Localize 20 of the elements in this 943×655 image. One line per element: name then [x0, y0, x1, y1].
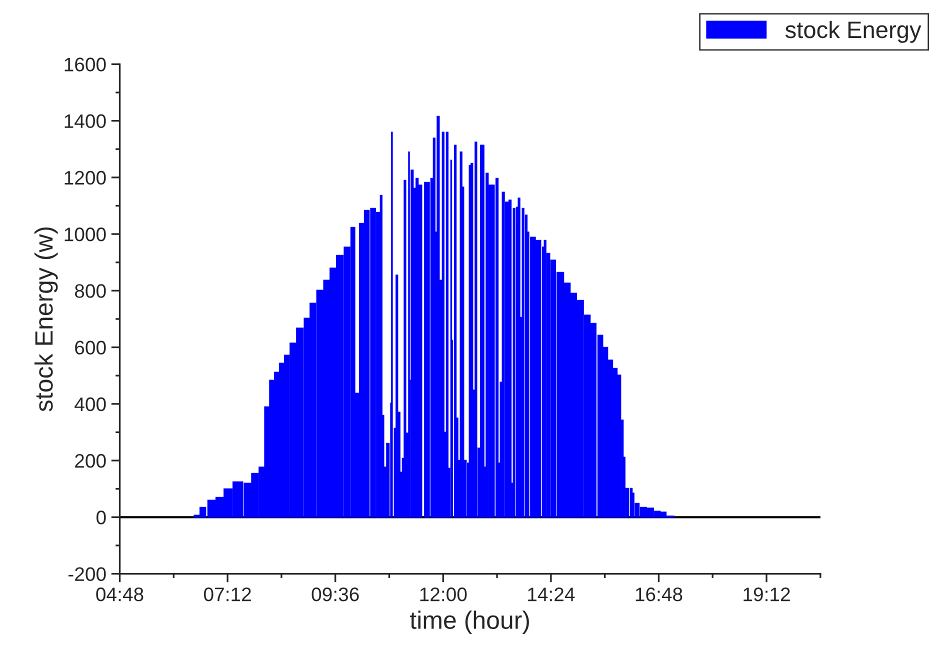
y-tick-label: -200 [68, 567, 106, 582]
y-tick-label: 800 [74, 284, 106, 298]
y-tick-label: 0 [96, 510, 106, 524]
y-tick-label: 200 [75, 454, 106, 468]
y-tick-label: 600 [75, 340, 106, 355]
y-tick-label: 1200 [64, 170, 106, 185]
x-tick-label: 12:00 [420, 587, 467, 602]
x-tick-label: 07:12 [204, 587, 251, 602]
x-tick-label: 04:48 [96, 587, 144, 602]
y-tick-label: 1600 [64, 58, 106, 72]
y-tick-label: 1000 [64, 228, 106, 242]
x-axis-title: time (hour) [410, 610, 529, 634]
y-axis-title: stock Energy (w) [34, 227, 58, 412]
x-tick-label: 19:12 [744, 587, 790, 602]
x-tick-label: 14:24 [528, 587, 575, 602]
x-tick-label: 09:36 [312, 587, 359, 602]
x-tick-label: 16:48 [636, 587, 682, 602]
y-tick-label: 1400 [64, 114, 106, 128]
y-tick-label: 400 [74, 397, 106, 412]
legend-label: stock Energy [785, 20, 922, 43]
